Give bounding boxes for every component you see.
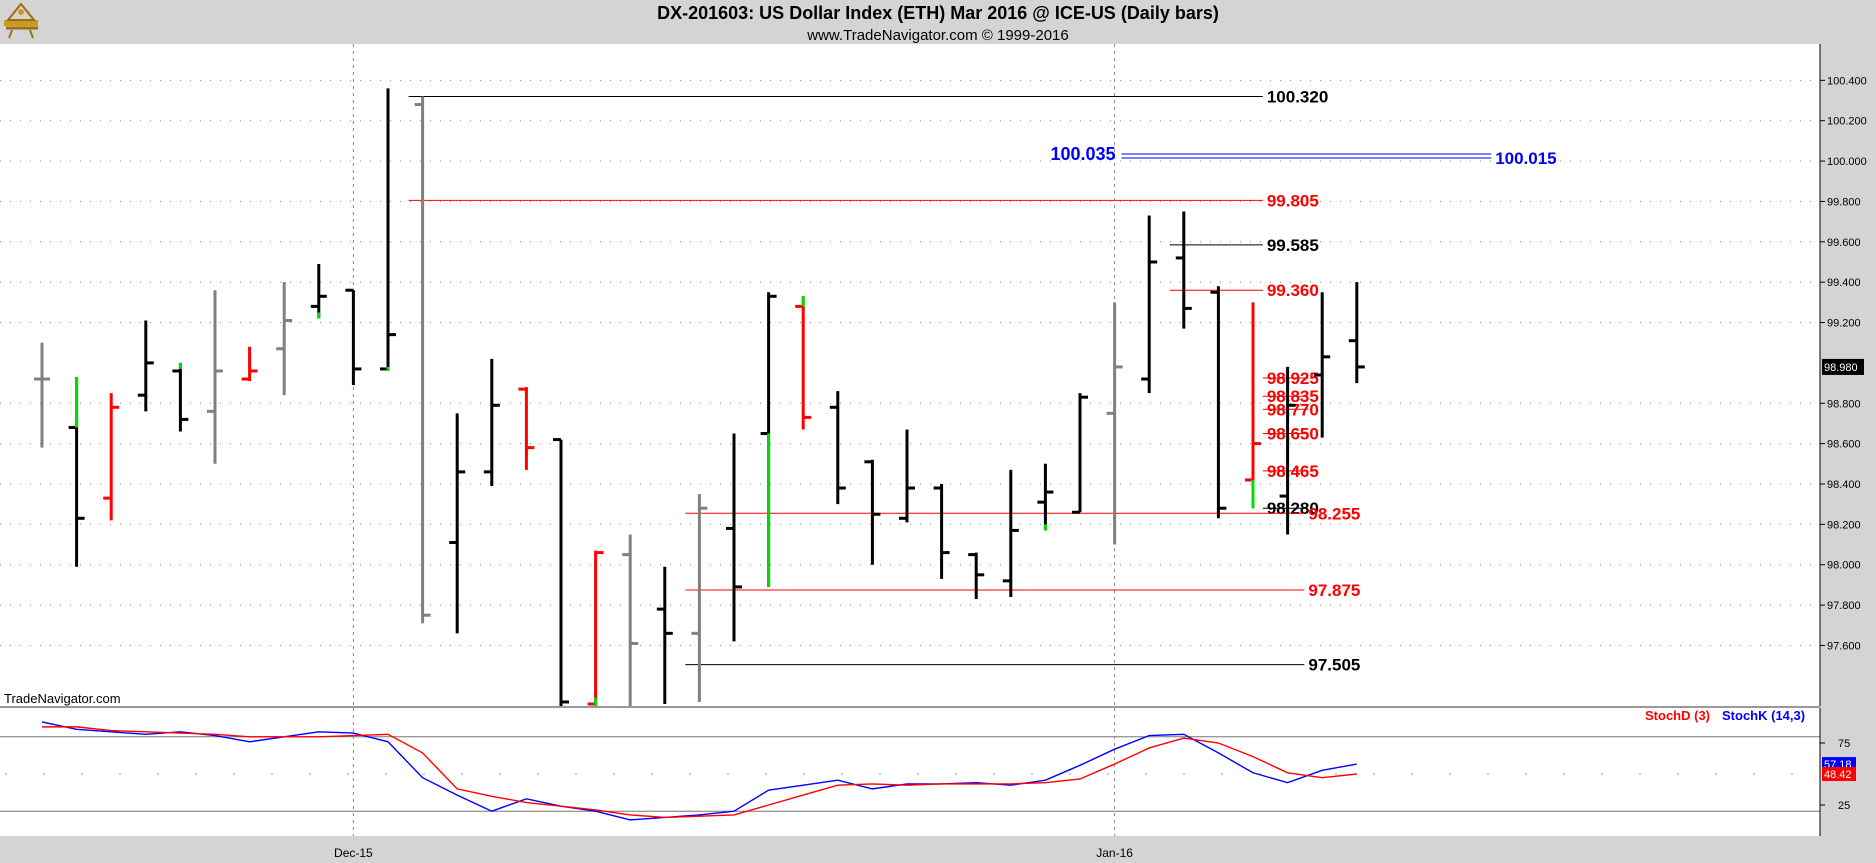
ohlc-bar <box>795 296 812 430</box>
chart-subtitle: www.TradeNavigator.com © 1999-2016 <box>806 27 1068 44</box>
stochastic-tick-label: 25 <box>1838 800 1850 812</box>
level-label: 97.505 <box>1308 656 1360 675</box>
ohlc-bar <box>34 342 50 448</box>
price-tick-label: 97.600 <box>1827 640 1861 652</box>
stochastic-value-box <box>1822 767 1856 781</box>
price-tick-label: 98.000 <box>1827 560 1861 572</box>
price-grid <box>0 44 1820 836</box>
ohlc-bar <box>276 282 293 396</box>
ohlc-bar <box>345 288 362 386</box>
ohlc-bar <box>899 429 915 523</box>
ohlc-bar <box>933 483 950 579</box>
level-label: 100.320 <box>1267 87 1328 106</box>
level-label: 98.255 <box>1308 504 1360 523</box>
date-label: Jan-16 <box>1096 846 1133 860</box>
ohlc-bar <box>449 413 466 634</box>
level-label: 98.465 <box>1267 462 1319 481</box>
ohlc-bar <box>1141 215 1158 394</box>
ohlc-bar <box>1348 282 1365 384</box>
price-tick-label: 97.800 <box>1827 600 1861 612</box>
ohlc-bar <box>137 320 154 412</box>
current-price-label: 98.980 <box>1824 362 1858 374</box>
ohlc-bar <box>656 566 673 704</box>
price-levels: 100.320 100.035 100.015 99.805 99.585 99.360 9… <box>408 87 1557 675</box>
ohlc-bar <box>1314 292 1331 438</box>
price-tick-label: 99.800 <box>1827 196 1861 208</box>
ohlc-bar <box>829 391 846 505</box>
stochastic-pane[interactable] <box>0 708 1820 836</box>
sextant-logo-icon <box>4 2 38 39</box>
price-tick-label: 100.400 <box>1827 75 1867 87</box>
price-tick-label: 99.400 <box>1827 277 1861 289</box>
level-label: 98.650 <box>1267 425 1319 444</box>
stochastic-tick-label: 75 <box>1838 738 1850 750</box>
ohlc-bar <box>587 550 604 706</box>
ohlc-bar <box>207 290 223 464</box>
watermark-text: TradeNavigator.com <box>4 691 121 706</box>
ohlc-bar <box>1245 302 1261 509</box>
current-price-box <box>1822 358 1864 375</box>
ohlc-bar <box>968 552 985 600</box>
legend-stochk: StochK (14,3) <box>1722 708 1805 723</box>
ohlc-bar <box>483 358 500 487</box>
price-pane[interactable] <box>0 44 1820 706</box>
level-label: 98.770 <box>1267 400 1319 419</box>
price-tick-label: 98.800 <box>1827 398 1861 410</box>
ohlc-bar <box>103 393 120 521</box>
price-tick-label: 99.200 <box>1827 318 1861 330</box>
level-label: 98.835 <box>1267 387 1319 406</box>
stochastic-value-label: 48.42 <box>1824 769 1852 781</box>
level-label: 99.360 <box>1267 281 1319 300</box>
ohlc-bar <box>1072 393 1088 514</box>
price-tick-label: 99.600 <box>1827 237 1861 249</box>
ohlc-bar <box>414 96 431 624</box>
ohlc-bar <box>553 438 569 706</box>
date-label: Dec-15 <box>334 846 373 860</box>
price-tick-label: 100.200 <box>1827 116 1867 128</box>
price-tick-label: 98.200 <box>1827 519 1861 531</box>
ohlc-bar <box>68 377 85 567</box>
ohlc-bars <box>34 88 1365 706</box>
price-tick-label: 100.000 <box>1827 156 1867 168</box>
stochastic-line-d <box>42 726 1357 819</box>
date-axis: Dec-15 Jan-16 <box>334 846 1133 860</box>
ohlc-bar <box>1175 211 1192 329</box>
ohlc-bar <box>691 494 708 702</box>
ohlc-bar <box>1002 469 1019 598</box>
legend-stochd: StochD (3) <box>1645 708 1710 723</box>
level-label: 99.805 <box>1267 191 1319 210</box>
ohlc-bar <box>760 292 777 587</box>
ohlc-bar <box>864 459 881 565</box>
ohlc-bar <box>310 263 327 319</box>
price-axis: 97.600 97.800 98.000 98.200 98.400 98.600 98.8… <box>1819 44 1867 706</box>
ohlc-bar <box>1037 463 1054 531</box>
ohlc-bar <box>380 88 396 371</box>
stochastic-lines <box>41 721 1357 821</box>
chart-title: DX-201603: US Dollar Index (ETH) Mar 201… <box>657 3 1219 23</box>
ohlc-bar <box>241 346 258 382</box>
level-label: 98.925 <box>1267 369 1319 388</box>
level-label: 99.585 <box>1267 236 1319 255</box>
level-label: 100.015 <box>1495 149 1556 168</box>
ohlc-bar <box>1106 302 1123 545</box>
ohlc-bar <box>518 387 535 470</box>
ohlc-bar <box>1210 286 1227 519</box>
price-tick-label: 98.600 <box>1827 439 1861 451</box>
stochastic-line-k <box>41 721 1357 821</box>
level-label: 100.035 <box>1050 144 1115 164</box>
level-label: 97.875 <box>1308 581 1360 600</box>
ohlc-bar <box>1279 366 1296 535</box>
price-tick-label: 98.400 <box>1827 479 1861 491</box>
ohlc-bar <box>726 433 742 642</box>
ohlc-bar <box>622 534 639 706</box>
ohlc-bar <box>172 362 189 432</box>
stochastic-legend: StochD (3) StochK (14,3) <box>1645 708 1805 723</box>
